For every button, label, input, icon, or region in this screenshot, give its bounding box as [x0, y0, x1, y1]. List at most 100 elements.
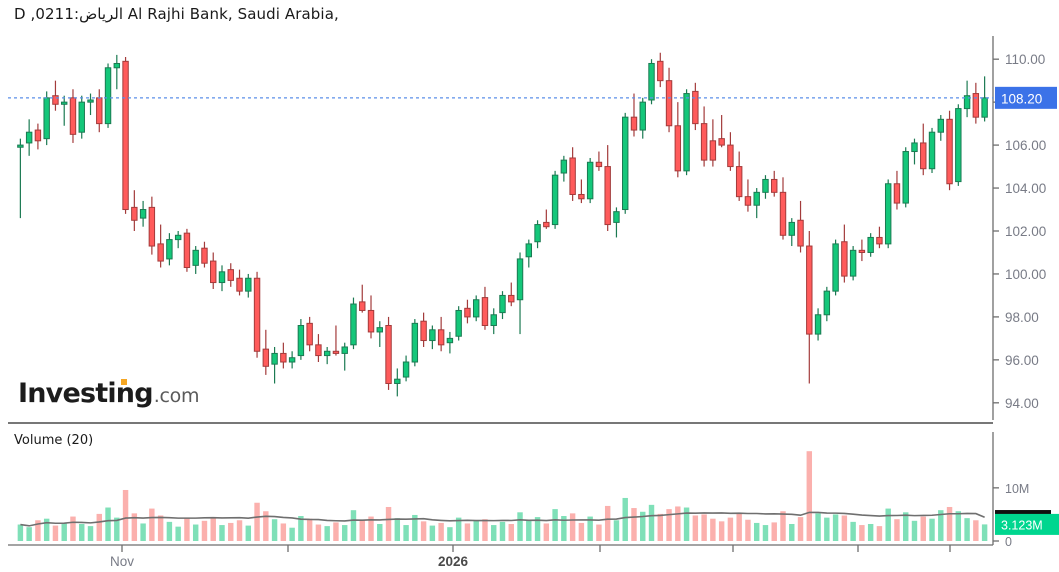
volume-bar — [929, 518, 935, 541]
volume-bar — [683, 507, 690, 541]
volume-bar — [648, 504, 655, 541]
candle-body — [920, 142, 927, 170]
volume-bar — [657, 513, 663, 541]
candle-body — [113, 62, 121, 69]
candle-body — [560, 159, 568, 174]
volume-pane[interactable] — [17, 451, 988, 541]
volume-bar — [578, 522, 585, 541]
volume-bar — [797, 517, 804, 541]
price-pane[interactable] — [17, 52, 988, 397]
candle-body — [595, 161, 603, 168]
volume-bar — [499, 521, 506, 541]
candle-body — [911, 142, 918, 153]
volume-bar — [114, 517, 120, 541]
volume-last-badge-bg — [995, 513, 1059, 535]
candle-body — [867, 236, 874, 253]
volume-bar — [867, 523, 874, 541]
candle-body — [201, 247, 208, 264]
candle-body — [981, 97, 988, 118]
candle-body — [832, 243, 839, 292]
candle-body — [622, 116, 629, 211]
price-tick-label: 94.00 — [1005, 396, 1039, 411]
price-tick-label: 96.00 — [1005, 353, 1039, 368]
candle-body — [402, 361, 410, 378]
candle-body — [788, 221, 795, 236]
candle-body — [350, 303, 357, 346]
volume-bar — [938, 510, 944, 541]
candle-body — [69, 97, 77, 135]
volume-bar — [517, 512, 523, 541]
candle-body — [139, 209, 147, 219]
volume-bar — [289, 527, 295, 541]
volume-bar — [622, 497, 628, 541]
volume-bar — [350, 510, 357, 541]
volume-bar — [613, 520, 620, 541]
volume-bar — [298, 516, 304, 541]
candle-body — [43, 97, 50, 140]
candle-body — [306, 322, 313, 346]
volume-bar — [534, 517, 541, 541]
volume-last-badge-label: 3.123M — [1001, 518, 1043, 532]
volume-bar — [438, 522, 444, 541]
candle-body — [946, 118, 953, 185]
candle-body — [630, 116, 638, 131]
candle-body — [297, 325, 305, 357]
candle-body — [464, 307, 471, 318]
chart-title: D ,0211:الرياض Al Rajhi Bank, Saudi Arab… — [14, 5, 339, 23]
price-tick-label: 106.00 — [1005, 138, 1046, 153]
volume-bar — [920, 516, 926, 541]
volume-bar — [324, 526, 330, 541]
volume-bar — [175, 526, 181, 541]
volume-tick-label: 0 — [1005, 535, 1012, 549]
chart-overlays: 108.203.85M3.123M — [8, 86, 1059, 535]
volume-bar — [306, 518, 313, 541]
candle-body — [604, 166, 611, 226]
candle-body — [341, 346, 348, 354]
candle-body — [648, 62, 655, 101]
volume-bar — [43, 518, 50, 541]
volume-bar — [780, 511, 786, 541]
candle-body — [332, 350, 340, 354]
volume-bar — [964, 518, 970, 541]
volume-bar — [149, 508, 155, 541]
candle-body — [385, 325, 392, 384]
volume-bar — [228, 522, 234, 541]
volume-bar — [876, 526, 883, 541]
volume-bar — [640, 511, 646, 541]
candle-body — [87, 99, 94, 103]
volume-bar — [280, 523, 287, 541]
candle-body — [551, 174, 559, 226]
volume-bar — [61, 522, 67, 541]
volume-bar — [79, 523, 85, 541]
volume-bar — [736, 512, 742, 541]
candle-body — [586, 161, 594, 200]
candle-body — [700, 123, 708, 161]
candle-body — [937, 118, 945, 133]
candle-body — [183, 232, 191, 269]
volume-bar — [745, 519, 751, 541]
volume-bar — [596, 524, 602, 541]
candle-body — [315, 344, 322, 357]
candle-body — [665, 80, 673, 127]
volume-bar — [903, 512, 909, 541]
candle-body — [543, 221, 550, 228]
candle-body — [823, 290, 831, 316]
candle-body — [814, 314, 822, 335]
candle-body — [849, 249, 857, 277]
volume-bar — [105, 507, 111, 541]
volume-bar — [122, 489, 129, 541]
volume-bar — [192, 524, 199, 541]
candle-body — [639, 101, 646, 131]
volume-bar — [403, 525, 409, 541]
candle-body — [525, 243, 533, 258]
candle-body — [928, 131, 936, 170]
volume-bar — [184, 518, 190, 541]
volume-bar — [412, 514, 418, 541]
candle-body — [806, 245, 813, 335]
volume-bar — [491, 525, 497, 541]
candle-body — [157, 243, 164, 262]
candle-body — [34, 129, 42, 142]
candle-body — [902, 151, 909, 204]
volume-bar — [87, 526, 94, 541]
